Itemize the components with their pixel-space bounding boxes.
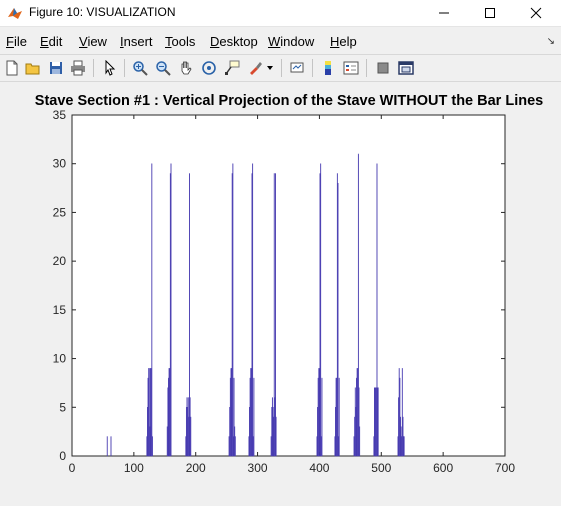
new-figure-icon — [4, 60, 20, 76]
show-plot-tools-icon — [398, 60, 414, 76]
rotate-3d-icon — [201, 60, 217, 76]
x-tick-label: 300 — [248, 461, 268, 475]
new-figure-button[interactable] — [2, 58, 22, 78]
menu-bar: File Edit View Insert Tools Desktop Wind… — [0, 30, 561, 52]
zoom-in-button[interactable] — [130, 58, 150, 78]
menu-desktop[interactable]: Desktop — [210, 34, 258, 49]
legend-icon — [343, 60, 359, 76]
x-tick-label: 200 — [186, 461, 206, 475]
y-tick-label: 0 — [59, 449, 66, 463]
save-button[interactable] — [46, 58, 66, 78]
window-title: Figure 10: VISUALIZATION — [29, 5, 176, 19]
colorbar-icon — [320, 60, 336, 76]
minimize-button[interactable] — [421, 0, 467, 26]
maximize-button[interactable] — [467, 0, 513, 26]
open-file-button[interactable] — [23, 58, 43, 78]
x-tick-label: 100 — [124, 461, 144, 475]
legend-button[interactable] — [341, 58, 361, 78]
x-tick-label: 400 — [309, 461, 329, 475]
menu-edit[interactable]: Edit — [40, 34, 62, 49]
zoom-in-icon — [132, 60, 148, 76]
y-tick-label: 35 — [53, 108, 67, 122]
y-tick-label: 20 — [53, 254, 67, 268]
zoom-out-icon — [155, 60, 171, 76]
y-tick-label: 15 — [53, 303, 67, 317]
show-plot-tools-button[interactable] — [396, 58, 416, 78]
x-tick-label: 600 — [433, 461, 453, 475]
brush-icon — [247, 60, 263, 76]
y-tick-label: 10 — [53, 352, 67, 366]
window-title-bar: Figure 10: VISUALIZATION — [0, 0, 561, 27]
figure-toolbar — [0, 54, 561, 82]
axes-background[interactable] — [72, 115, 505, 456]
menu-file[interactable]: File — [6, 34, 27, 49]
chart-title: Stave Section #1 : Vertical Projection o… — [35, 93, 543, 109]
minimize-icon — [438, 7, 450, 19]
dock-figure-icon[interactable]: ↘ — [547, 36, 555, 47]
rotate-3d-button[interactable] — [199, 58, 219, 78]
menu-insert[interactable]: Insert — [120, 34, 153, 49]
colorbar-button[interactable] — [318, 58, 338, 78]
pan-button[interactable] — [176, 58, 196, 78]
y-tick-label: 25 — [53, 205, 67, 219]
projection-chart: Stave Section #1 : Vertical Projection o… — [0, 82, 561, 501]
close-icon — [530, 7, 542, 19]
link-plot-button[interactable] — [287, 58, 307, 78]
x-tick-label: 700 — [495, 461, 515, 475]
pointer-icon — [102, 60, 118, 76]
maximize-icon — [484, 7, 496, 19]
menu-help[interactable]: Help — [330, 34, 357, 49]
matlab-app-icon — [7, 5, 23, 21]
y-tick-label: 5 — [59, 400, 66, 414]
menu-view[interactable]: View — [79, 34, 107, 49]
data-cursor-button[interactable] — [222, 58, 242, 78]
brush-dropdown-button[interactable] — [265, 58, 275, 78]
open-file-icon — [25, 60, 41, 76]
close-button[interactable] — [513, 0, 559, 26]
edit-plot-button[interactable] — [100, 58, 120, 78]
print-icon — [70, 60, 86, 76]
figure-canvas: Stave Section #1 : Vertical Projection o… — [0, 82, 561, 501]
menu-tools[interactable]: Tools — [165, 34, 195, 49]
pan-icon — [178, 60, 194, 76]
hide-plot-tools-icon — [375, 60, 391, 76]
link-plot-icon — [289, 60, 305, 76]
brush-dropdown-icon — [266, 64, 274, 72]
brush-button[interactable] — [245, 58, 265, 78]
menu-window[interactable]: Window — [268, 34, 314, 49]
x-tick-label: 0 — [69, 461, 76, 475]
hide-plot-tools-button[interactable] — [373, 58, 393, 78]
zoom-out-button[interactable] — [153, 58, 173, 78]
save-icon — [48, 60, 64, 76]
data-cursor-icon — [224, 60, 240, 76]
x-tick-label: 500 — [371, 461, 391, 475]
y-tick-label: 30 — [53, 157, 67, 171]
print-button[interactable] — [68, 58, 88, 78]
